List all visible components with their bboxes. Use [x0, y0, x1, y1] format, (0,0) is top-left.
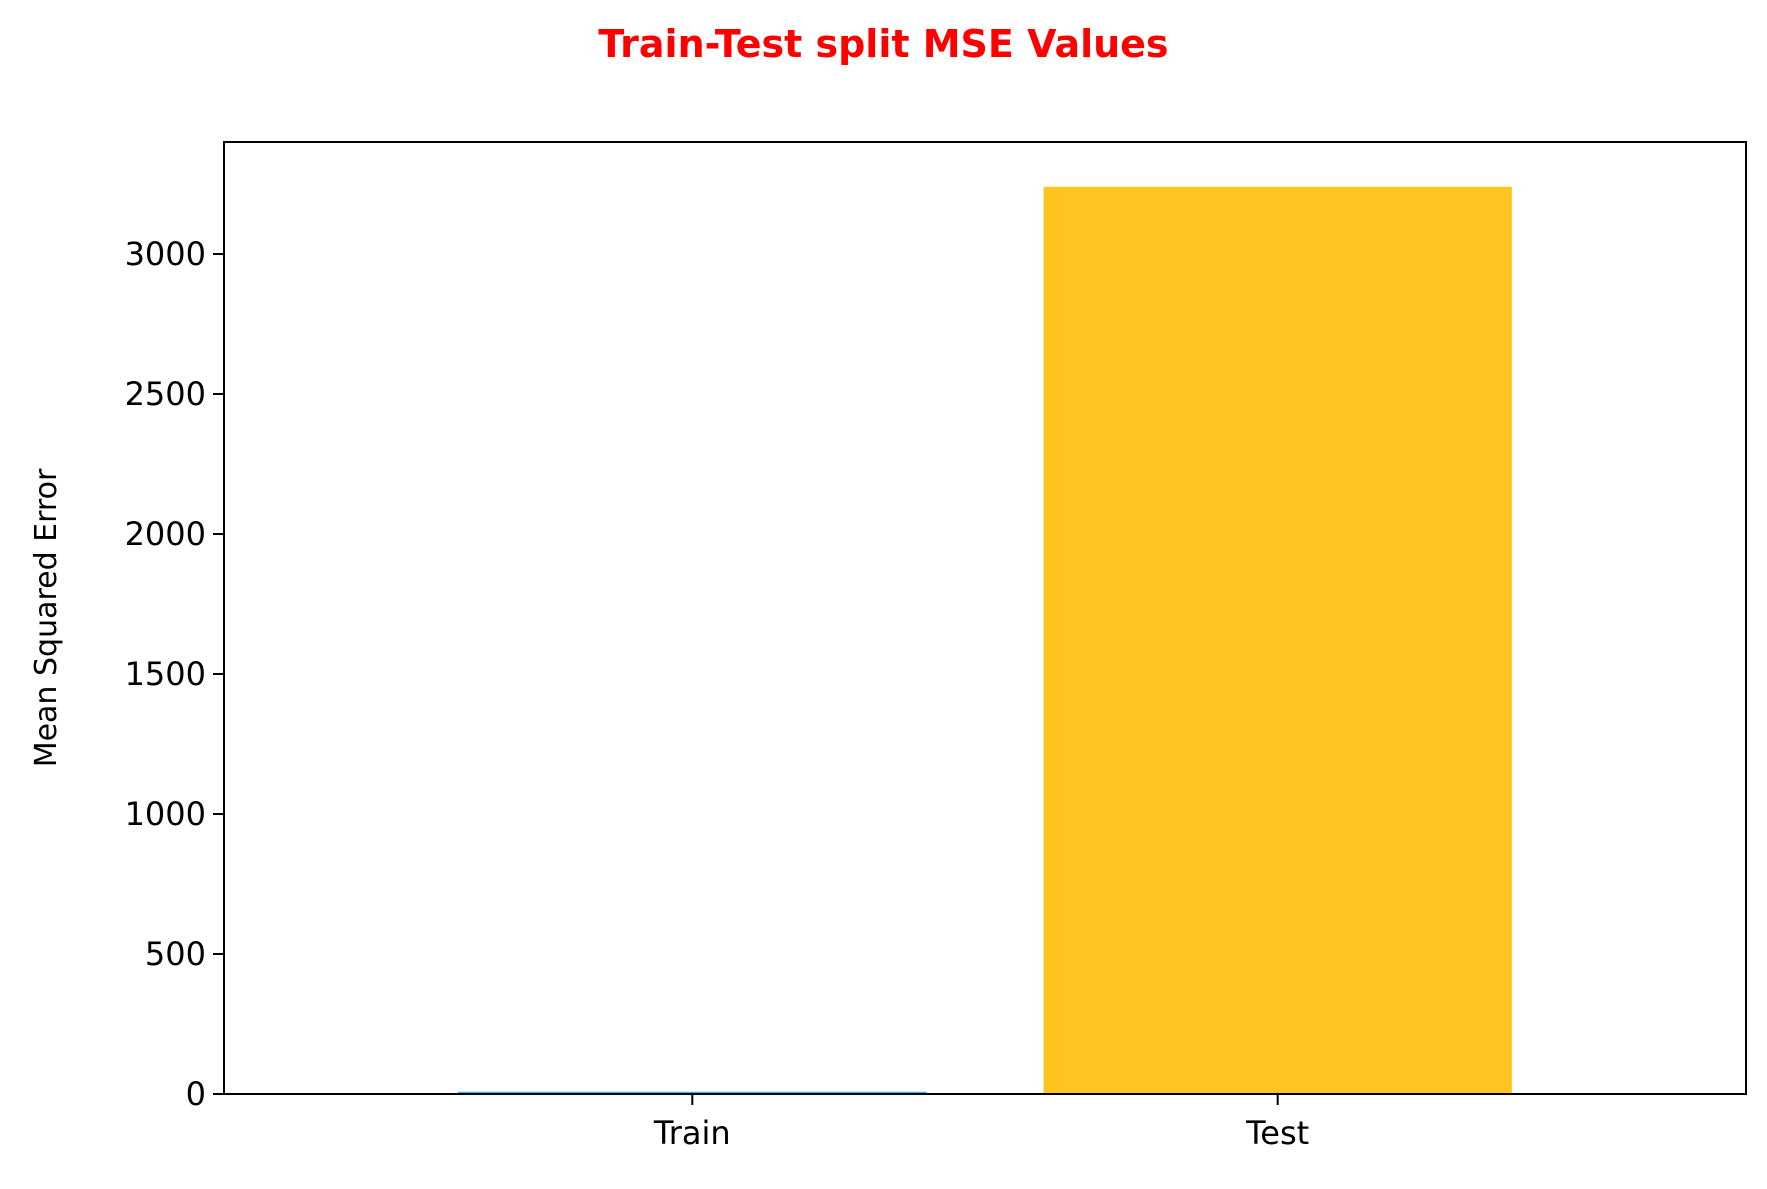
- y-tick-label: 3000: [125, 235, 206, 273]
- bar-test: [1043, 186, 1512, 1095]
- bar-train: [458, 1091, 927, 1094]
- y-axis: 0 500 1000 1500 2000 2500 3000: [125, 235, 224, 1113]
- y-tick-label: 1500: [125, 655, 206, 693]
- x-tick-label: Train: [653, 1114, 731, 1152]
- y-tick-label: 2500: [125, 375, 206, 413]
- x-axis: Train Test: [653, 1094, 1309, 1152]
- x-tick-label: Test: [1245, 1114, 1309, 1152]
- chart-title: Train-Test split MSE Values: [598, 22, 1169, 66]
- y-tick-label: 500: [145, 935, 206, 973]
- axes-frame: [223, 141, 1747, 1095]
- bars: [458, 186, 1512, 1095]
- y-tick-label: 2000: [125, 515, 206, 553]
- y-tick-label: 1000: [125, 795, 206, 833]
- y-tick-label: 0: [186, 1075, 206, 1113]
- y-axis-label: Mean Squared Error: [29, 468, 64, 767]
